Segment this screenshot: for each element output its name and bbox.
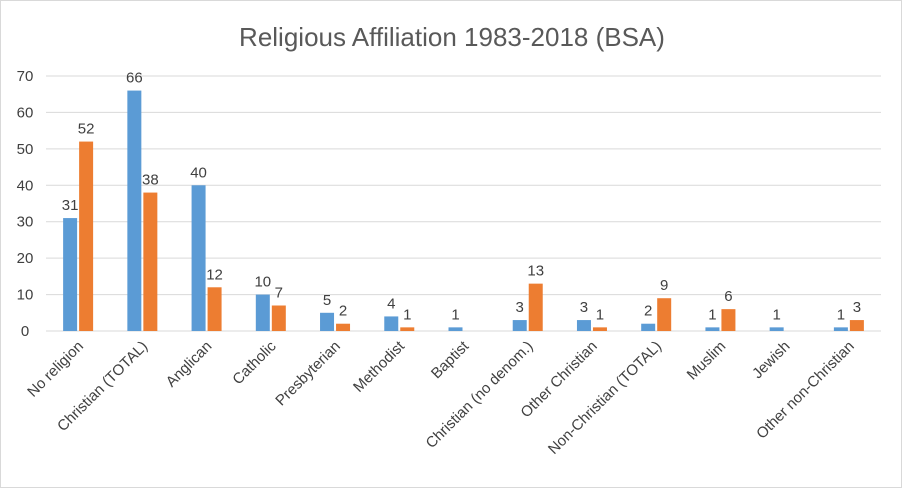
bar-series-2 [336, 323, 351, 331]
bar-series-1 [448, 327, 463, 331]
bar-series-2 [271, 305, 286, 331]
bar-series-1 [384, 316, 399, 331]
bar-series-2 [849, 320, 864, 331]
data-label: 5 [323, 292, 331, 309]
bar-series-2 [143, 192, 158, 331]
x-category-label: Catholic [229, 337, 280, 388]
bar-series-1 [191, 185, 206, 331]
data-label: 7 [275, 285, 283, 302]
data-label: 1 [403, 306, 411, 323]
y-tick-label: 40 [17, 177, 34, 194]
data-label: 2 [339, 303, 347, 320]
data-label: 1 [708, 306, 716, 323]
data-label: 52 [78, 121, 95, 138]
bar-series-2 [657, 298, 672, 331]
bar-series-1 [576, 320, 591, 331]
data-label: 66 [126, 70, 143, 87]
data-label: 3 [853, 299, 861, 316]
x-category-label: Presbyterian [272, 338, 344, 410]
chart-title: Religious Affiliation 1983-2018 (BSA) [239, 22, 665, 52]
x-category-label: No religion [24, 338, 87, 401]
data-label: 10 [254, 274, 271, 291]
bar-series-1 [641, 323, 656, 331]
y-tick-label: 70 [17, 68, 34, 85]
bar-series-2 [592, 327, 607, 331]
bar-series-2 [79, 141, 94, 331]
data-label: 1 [837, 306, 845, 323]
bar-series-2 [528, 283, 543, 331]
data-label: 3 [580, 299, 588, 316]
x-category-label: Baptist [428, 337, 473, 382]
y-tick-label: 50 [17, 141, 34, 158]
data-label: 1 [451, 306, 459, 323]
data-label: 6 [724, 288, 732, 305]
bar-series-2 [207, 287, 222, 331]
x-category-label: Anglican [163, 338, 216, 391]
bar-series-1 [320, 312, 335, 331]
bar-series-1 [127, 90, 142, 331]
bar-series-1 [833, 327, 848, 331]
data-label: 4 [387, 295, 395, 312]
data-label: 2 [644, 303, 652, 320]
bars [63, 90, 864, 331]
bar-series-2 [400, 327, 415, 331]
gridlines [46, 75, 881, 332]
y-tick-label: 10 [17, 287, 34, 304]
data-label: 31 [62, 197, 79, 214]
bar-series-1 [512, 320, 527, 331]
x-category-label: Christian (no denom.) [423, 338, 537, 452]
bar-series-1 [769, 327, 784, 331]
data-label: 13 [527, 263, 544, 280]
y-tick-label: 30 [17, 214, 34, 231]
data-label: 3 [516, 299, 524, 316]
x-category-label: Non-Christian (TOTAL) [545, 338, 665, 458]
data-label: 12 [206, 266, 223, 283]
data-label: 9 [660, 277, 668, 294]
bar-series-2 [721, 309, 736, 331]
data-label: 38 [142, 172, 159, 189]
x-category-label: Methodist [350, 337, 409, 396]
data-label: 40 [190, 164, 207, 181]
y-tick-label: 0 [21, 323, 29, 340]
data-label: 1 [772, 306, 780, 323]
y-tick-label: 60 [17, 104, 34, 121]
y-axis-ticks: 0 10 20 30 40 50 60 70 [17, 68, 34, 340]
bar-series-1 [63, 218, 78, 331]
x-category-label: Jewish [749, 338, 793, 382]
data-label: 1 [596, 306, 604, 323]
y-tick-label: 20 [17, 250, 34, 267]
bar-series-1 [705, 327, 720, 331]
bar-series-1 [255, 294, 270, 331]
x-category-label: Muslim [684, 338, 730, 384]
